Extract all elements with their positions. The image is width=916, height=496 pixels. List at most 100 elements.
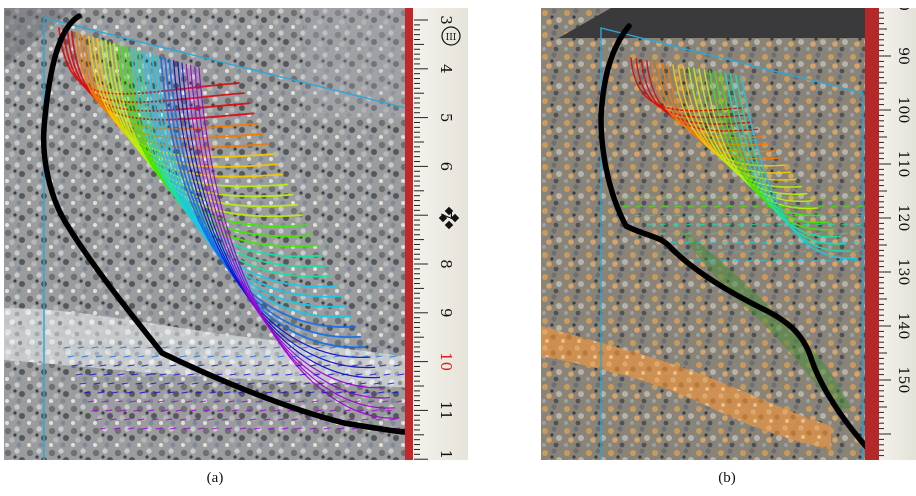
- displacement-dash-b: [829, 214, 837, 217]
- displacement-dash-b: [661, 205, 669, 208]
- displacement-dash-b: [682, 250, 690, 253]
- displacement-dash-b: [708, 250, 716, 253]
- displacement-dash-a: [329, 409, 337, 412]
- displacement-dash-b: [761, 241, 769, 244]
- displacement-dash-b: [696, 241, 704, 244]
- displacement-dash-a: [311, 400, 319, 403]
- displacement-dash-b: [709, 241, 717, 244]
- trajectory-line-b: [693, 67, 808, 195]
- displacement-dash-b: [734, 250, 742, 253]
- displacement-dash-a: [279, 391, 287, 394]
- displacement-dash-a: [289, 382, 297, 385]
- displacement-dash-a: [157, 400, 165, 403]
- displacement-dash-a: [169, 364, 177, 367]
- displacement-dash-b: [773, 250, 781, 253]
- displacement-dash-a: [147, 346, 155, 349]
- displacement-dash-a: [145, 373, 153, 376]
- displacement-dash-a: [371, 346, 379, 349]
- displacement-dash-b: [740, 196, 748, 199]
- trajectory-line-a: [75, 31, 260, 130]
- displacement-dash-a: [373, 382, 381, 385]
- displacement-dash-a: [395, 400, 403, 403]
- displacement-dash-b: [855, 214, 863, 217]
- svg-text:III: III: [446, 33, 457, 43]
- displacement-dash-a: [133, 409, 141, 412]
- displacement-dash-a: [261, 382, 269, 385]
- displacement-dash-a: [299, 373, 307, 376]
- displacement-dash-b: [772, 259, 780, 262]
- displacement-dash-b: [699, 214, 707, 217]
- displacement-dash-b: [818, 196, 826, 199]
- displacement-dash-a: [239, 427, 247, 430]
- displacement-dash-a: [379, 364, 387, 367]
- displacement-dash-b: [751, 214, 759, 217]
- displacement-dash-a: [281, 427, 289, 430]
- displacement-dash-b: [736, 232, 744, 235]
- displacement-dash-a: [211, 364, 219, 367]
- displacement-dash-b: [812, 250, 820, 253]
- displacement-dash-a: [273, 409, 281, 412]
- displacement-dash-a: [107, 382, 115, 385]
- displacement-dash-a: [239, 364, 247, 367]
- displacement-dash-b: [778, 205, 786, 208]
- displacement-dash-b: [688, 196, 696, 199]
- displacement-dash-b: [816, 214, 824, 217]
- displacement-dash-a: [317, 382, 325, 385]
- trajectory-set-a: [58, 27, 405, 430]
- displacement-dash-a: [137, 355, 145, 358]
- displacement-dash-a: [323, 427, 331, 430]
- displacement-dash-b: [766, 196, 774, 199]
- displacement-dash-b: [852, 241, 860, 244]
- displacement-dash-a: [327, 373, 335, 376]
- displacement-dash-b: [670, 241, 678, 244]
- displacement-dash-a: [149, 382, 157, 385]
- displacement-dash-a: [375, 355, 383, 358]
- displacement-dash-a: [181, 391, 189, 394]
- displacement-dash-a: [205, 382, 213, 385]
- displacement-dash-b: [649, 196, 657, 199]
- displacement-dash-a: [283, 400, 291, 403]
- displacement-dash-b: [635, 205, 643, 208]
- displacement-dash-a: [347, 355, 355, 358]
- displacement-dash-a: [213, 400, 221, 403]
- displacement-dash-b: [753, 196, 761, 199]
- displacement-dash-a: [333, 355, 341, 358]
- displacement-dash-b: [750, 223, 758, 226]
- displacement-dash-a: [103, 373, 111, 376]
- displacement-dash-a: [267, 364, 275, 367]
- displacement-dash-b: [843, 205, 851, 208]
- displacement-dash-b: [790, 214, 798, 217]
- displacement-dash-a: [207, 355, 215, 358]
- displacement-dash-a: [197, 364, 205, 367]
- displacement-dash-b: [673, 214, 681, 217]
- displacement-dash-a: [309, 427, 317, 430]
- displacement-dash-a: [343, 409, 351, 412]
- displacement-dash-b: [658, 232, 666, 235]
- displacement-dash-b: [747, 250, 755, 253]
- displacement-dash-b: [825, 250, 833, 253]
- displacement-dash-a: [191, 382, 199, 385]
- displacement-dash-a: [355, 373, 363, 376]
- displacement-dash-a: [361, 355, 369, 358]
- displacement-dash-b: [817, 205, 825, 208]
- panel-b-svg: 80 90 100 110 120 130 140 150: [541, 8, 916, 460]
- ruler-a-label: 10: [437, 352, 455, 371]
- displacement-dash-b: [789, 223, 797, 226]
- displacement-dash-a: [361, 418, 369, 421]
- displacement-dash-a: [105, 409, 113, 412]
- displacement-dash-a: [161, 346, 169, 349]
- displacement-dash-a: [95, 418, 103, 421]
- displacement-dash-a: [305, 418, 313, 421]
- displacement-dash-a: [285, 373, 293, 376]
- displacement-dash-a: [225, 364, 233, 367]
- displacement-dash-a: [257, 373, 265, 376]
- displacement-dash-a: [389, 355, 397, 358]
- displacement-dash-a: [345, 382, 353, 385]
- ruler-b-label: 120: [895, 205, 911, 232]
- displacement-dash-b: [748, 241, 756, 244]
- displacement-dash-a: [325, 400, 333, 403]
- displacement-dash-b: [726, 205, 734, 208]
- displacement-dash-a: [321, 391, 329, 394]
- displacement-dash-a: [221, 418, 229, 421]
- trajectory-line-a: [198, 67, 400, 419]
